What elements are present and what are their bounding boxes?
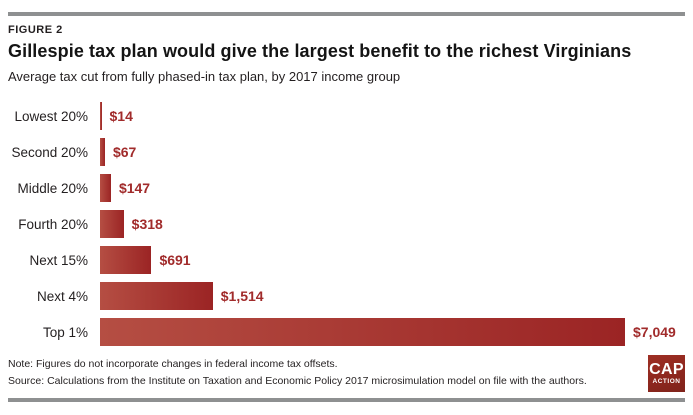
category-label: Second 20%: [11, 144, 88, 160]
bar-0: [100, 102, 102, 130]
chart-title: Gillespie tax plan would give the larges…: [8, 41, 632, 61]
figure-label: FIGURE 2: [8, 24, 63, 36]
cap-action-logo: CAP ACTION: [648, 355, 685, 392]
bar-area: $147: [100, 174, 685, 202]
category-label: Middle 20%: [17, 180, 88, 196]
chart-row: Top 1% $7,049: [8, 314, 685, 350]
bar-1: [100, 138, 105, 166]
bar-area: $7,049: [100, 318, 685, 346]
bar-area: $318: [100, 210, 685, 238]
chart-row: Fourth 20% $318: [8, 206, 685, 242]
top-divider: [8, 12, 685, 16]
bar-3: [100, 210, 124, 238]
chart-subtitle: Average tax cut from fully phased-in tax…: [8, 69, 401, 84]
chart-row: Second 20% $67: [8, 134, 685, 170]
bar-6: [100, 318, 625, 346]
bar-2: [100, 174, 111, 202]
category-label: Next 4%: [36, 288, 88, 304]
chart-row: Next 15% $691: [8, 242, 685, 278]
bar-chart: Lowest 20% $14 Second 20% $67 Middle 20% $147…: [8, 98, 685, 350]
chart-row: Lowest 20% $14: [8, 98, 685, 134]
figure-page: FIGURE 2 Gillespie tax plan would give t…: [0, 12, 693, 402]
bar-area: $14: [100, 102, 685, 130]
logo-line1: CAP: [649, 361, 684, 378]
bottom-divider: [8, 398, 685, 402]
category-label: Lowest 20%: [14, 108, 88, 124]
value-label: $147: [118, 180, 151, 196]
value-label: $691: [159, 252, 191, 268]
source-text: Source: Calculations from the Institute …: [8, 375, 587, 387]
figure-footer: Note: Figures do not incorporate changes…: [8, 355, 685, 402]
bar-area: $67: [100, 138, 685, 166]
category-label: Fourth 20%: [18, 216, 88, 232]
bar-4: [100, 246, 152, 274]
bar-5: [100, 282, 213, 310]
chart-row: Middle 20% $147: [8, 170, 685, 206]
value-label: $7,049: [633, 324, 676, 340]
chart-row: Next 4% $1,514: [8, 278, 685, 314]
bar-area: $691: [100, 246, 685, 274]
note-text: Note: Figures do not incorporate changes…: [8, 358, 338, 370]
category-label: Next 15%: [29, 252, 88, 268]
value-label: $1,514: [220, 288, 264, 304]
value-label: $67: [112, 144, 137, 160]
logo-line2: ACTION: [652, 378, 681, 385]
value-label: $14: [109, 108, 133, 124]
value-label: $318: [131, 216, 163, 232]
bar-area: $1,514: [100, 282, 685, 310]
category-label: Top 1%: [42, 324, 88, 340]
